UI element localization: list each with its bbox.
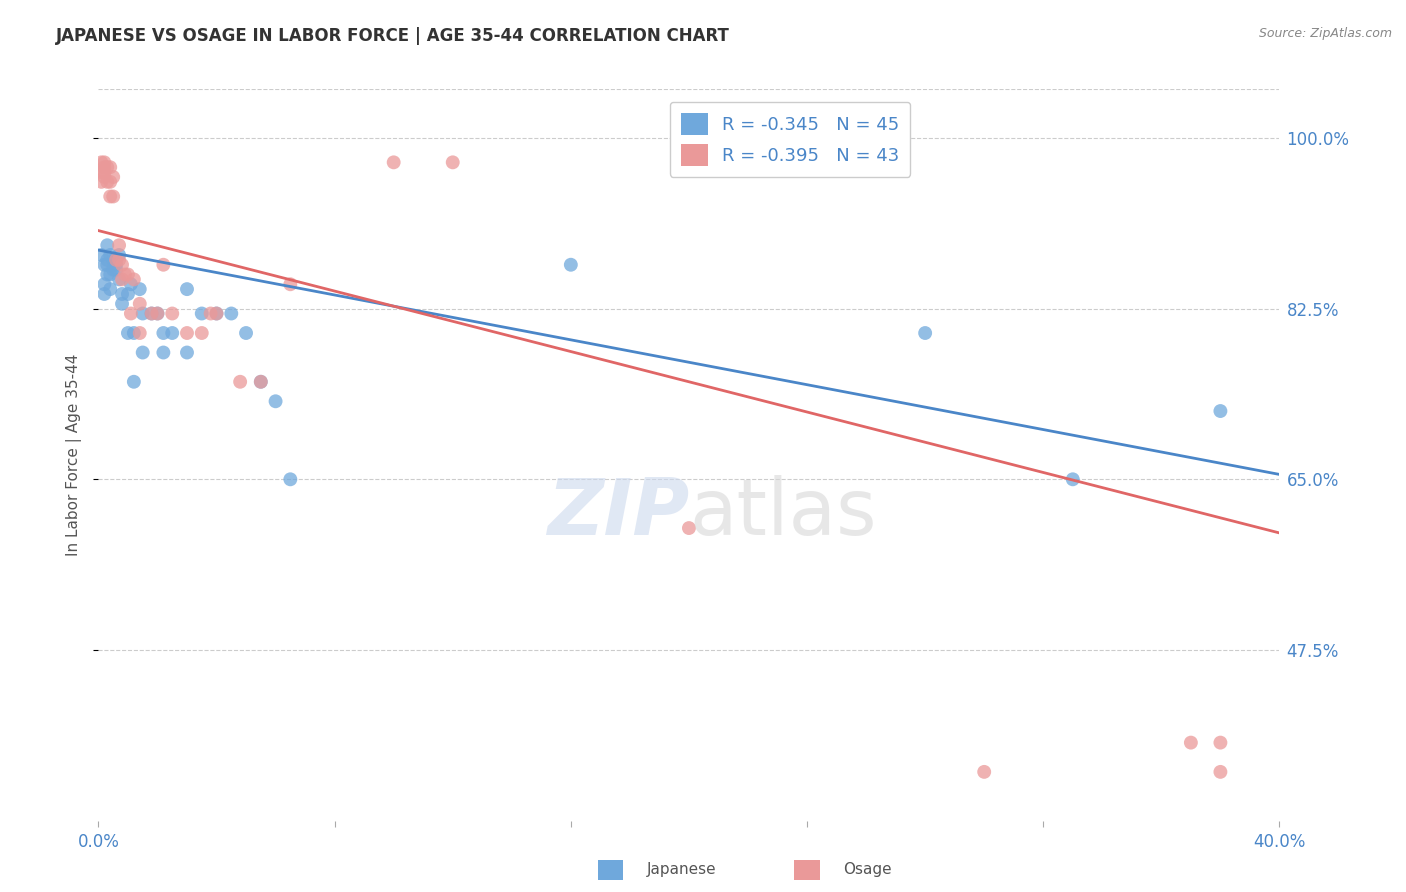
Point — [152, 326, 174, 340]
Point — [278, 472, 302, 486]
Point — [146, 306, 169, 320]
Point — [98, 268, 121, 282]
Point — [152, 258, 174, 272]
Point — [98, 160, 121, 174]
Point — [176, 345, 198, 359]
Point — [678, 521, 700, 535]
Point — [105, 262, 128, 277]
Point — [114, 268, 136, 282]
Point — [1062, 472, 1084, 486]
Point — [132, 306, 155, 320]
Point — [1209, 404, 1232, 418]
Point — [914, 326, 936, 340]
Point — [205, 306, 228, 320]
Point — [111, 258, 134, 272]
Legend: R = -0.345   N = 45, R = -0.395   N = 43: R = -0.345 N = 45, R = -0.395 N = 43 — [669, 102, 910, 177]
Point — [105, 258, 128, 272]
Point — [560, 258, 582, 272]
Point — [103, 262, 125, 277]
Point — [152, 345, 174, 359]
Point — [108, 252, 131, 267]
Point — [98, 189, 121, 203]
Point — [93, 155, 115, 169]
Point — [1209, 764, 1232, 779]
Point — [132, 345, 155, 359]
Point — [200, 306, 222, 320]
Point — [235, 326, 257, 340]
Point — [141, 306, 163, 320]
Point — [117, 287, 139, 301]
Point — [205, 306, 228, 320]
Point — [93, 258, 115, 272]
Point — [1209, 736, 1232, 750]
Point — [93, 277, 115, 292]
Point — [98, 175, 121, 189]
Point — [120, 306, 142, 320]
Point — [141, 306, 163, 320]
Text: ZIP: ZIP — [547, 475, 689, 551]
Point — [1180, 736, 1202, 750]
Text: JAPANESE VS OSAGE IN LABOR FORCE | AGE 35-44 CORRELATION CHART: JAPANESE VS OSAGE IN LABOR FORCE | AGE 3… — [56, 27, 730, 45]
Point — [93, 160, 115, 174]
Point — [191, 326, 214, 340]
Point — [146, 306, 169, 320]
Point — [108, 248, 131, 262]
Point — [96, 175, 118, 189]
Point — [229, 375, 252, 389]
Point — [191, 306, 214, 320]
Point — [93, 165, 115, 179]
Point — [90, 175, 112, 189]
Point — [103, 189, 125, 203]
Point — [162, 306, 183, 320]
Point — [103, 252, 125, 267]
Point — [98, 248, 121, 262]
Point — [120, 277, 142, 292]
Point — [128, 282, 150, 296]
Point — [96, 268, 118, 282]
Point — [103, 169, 125, 184]
Point — [90, 165, 112, 179]
Point — [108, 238, 131, 252]
Point — [93, 169, 115, 184]
Text: Japanese: Japanese — [647, 863, 717, 877]
Point — [96, 160, 118, 174]
Point — [108, 272, 131, 286]
Point — [122, 272, 145, 286]
Point — [117, 326, 139, 340]
Point — [441, 155, 464, 169]
Point — [278, 277, 302, 292]
Point — [973, 764, 995, 779]
Point — [96, 238, 118, 252]
Point — [96, 258, 118, 272]
Point — [382, 155, 405, 169]
Point — [111, 287, 134, 301]
Y-axis label: In Labor Force | Age 35-44: In Labor Force | Age 35-44 — [66, 354, 83, 556]
Text: atlas: atlas — [689, 475, 876, 551]
Point — [250, 375, 273, 389]
Point — [105, 252, 128, 267]
Point — [93, 287, 115, 301]
Point — [176, 326, 198, 340]
Point — [250, 375, 273, 389]
Point — [162, 326, 183, 340]
Point — [96, 252, 118, 267]
Point — [128, 297, 150, 311]
Point — [90, 248, 112, 262]
Point — [117, 268, 139, 282]
Point — [90, 155, 112, 169]
Point — [176, 282, 198, 296]
Point — [128, 326, 150, 340]
Point — [264, 394, 287, 409]
Point — [122, 326, 145, 340]
Point — [111, 297, 134, 311]
Text: Osage: Osage — [844, 863, 893, 877]
Point — [219, 306, 242, 320]
Text: Source: ZipAtlas.com: Source: ZipAtlas.com — [1258, 27, 1392, 40]
Point — [122, 375, 145, 389]
Point — [98, 282, 121, 296]
Point — [111, 272, 134, 286]
